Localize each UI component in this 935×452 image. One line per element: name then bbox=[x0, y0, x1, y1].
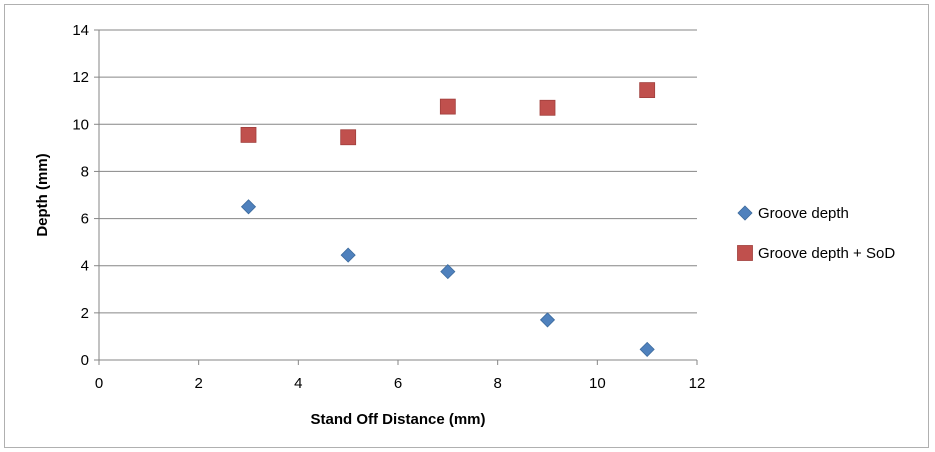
legend-label: Groove depth bbox=[758, 205, 849, 222]
y-tick-label: 4 bbox=[81, 258, 89, 275]
groove-depth-sod-point bbox=[340, 129, 357, 146]
x-tick-label: 2 bbox=[194, 375, 202, 392]
groove-depth-point bbox=[340, 247, 356, 263]
x-tick-label: 8 bbox=[493, 375, 501, 392]
x-tick-label: 10 bbox=[589, 375, 606, 392]
y-tick-label: 14 bbox=[72, 22, 89, 39]
legend: Groove depth Groove depth + SoD bbox=[737, 205, 895, 262]
data-points bbox=[240, 82, 656, 357]
x-tick-label: 6 bbox=[394, 375, 402, 392]
y-tick-label: 8 bbox=[81, 163, 89, 180]
groove-depth-sod-point bbox=[539, 99, 556, 116]
x-tick-label: 0 bbox=[95, 375, 103, 392]
groove-depth-point bbox=[440, 264, 456, 280]
tick-labels: 0 2 4 6 8 10 12 14 0 2 4 6 8 10 12 bbox=[72, 22, 705, 392]
y-tick-label: 2 bbox=[81, 305, 89, 322]
legend-marker-groove-depth bbox=[737, 205, 753, 221]
legend-label: Groove depth + SoD bbox=[758, 245, 895, 262]
x-tick-label: 12 bbox=[689, 375, 706, 392]
groove-depth-sod-point bbox=[240, 126, 257, 143]
y-axis-title: Depth (mm) bbox=[34, 153, 51, 236]
legend-marker-groove-depth-sod bbox=[737, 245, 753, 261]
chart-frame bbox=[4, 4, 929, 448]
y-tick-label: 12 bbox=[72, 69, 89, 86]
groove-depth-sod-point bbox=[639, 82, 656, 99]
groove-depth-point bbox=[639, 341, 655, 357]
gridlines bbox=[99, 29, 697, 314]
groove-depth-point bbox=[240, 199, 257, 215]
y-tick-label: 10 bbox=[72, 116, 89, 133]
x-tick-label: 4 bbox=[294, 375, 302, 392]
groove-depth-sod-point bbox=[439, 98, 456, 115]
axes bbox=[94, 29, 698, 365]
y-tick-label: 6 bbox=[81, 211, 89, 228]
y-tick-label: 0 bbox=[81, 352, 89, 369]
groove-depth-point bbox=[539, 312, 556, 328]
x-axis-title: Stand Off Distance (mm) bbox=[310, 411, 485, 428]
